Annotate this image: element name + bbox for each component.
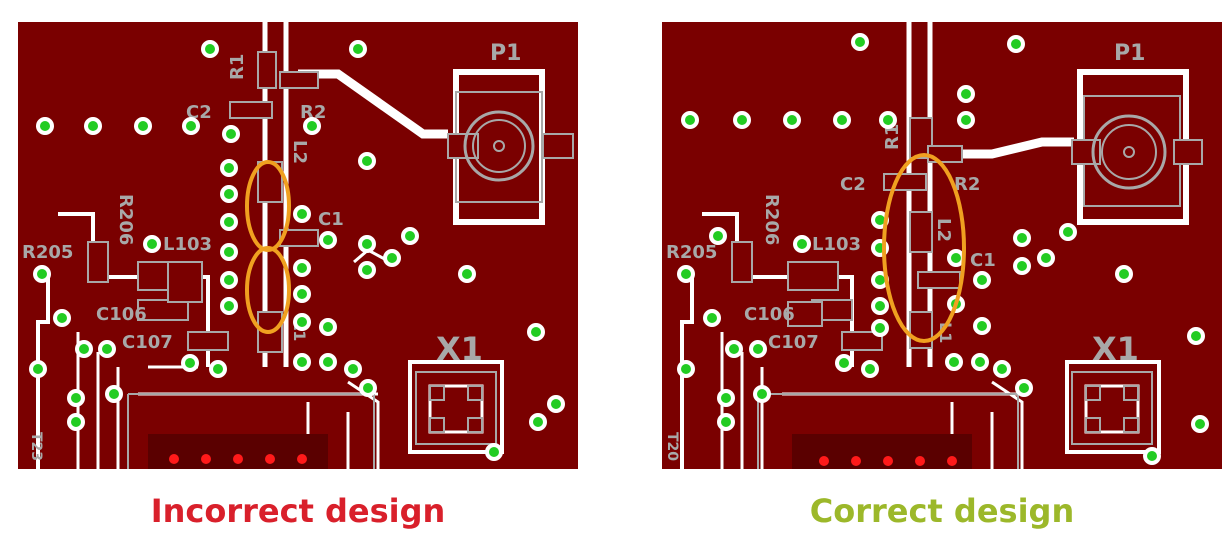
ic-outline [127, 393, 375, 469]
vias [677, 33, 1209, 465]
red-pads [819, 456, 957, 466]
p1-connector [447, 69, 574, 225]
label-c1: C1 [970, 250, 996, 271]
label-l2: L2 [933, 218, 954, 242]
pcb-panel-incorrect: P1 R1 R2 C2 L2 C1 R206 R205 L103 C106 C1… [18, 22, 578, 469]
label-l2: L2 [289, 140, 310, 164]
ic-outline [757, 393, 1019, 469]
label-r1: R1 [882, 124, 903, 150]
label-c1: C1 [318, 209, 344, 230]
highlight-ellipse [882, 153, 966, 343]
label-r2: R2 [300, 102, 326, 123]
copper-traces [680, 22, 1161, 469]
label-edge: T23 [28, 432, 44, 461]
label-c107: C107 [122, 332, 173, 353]
x1-crystal [1071, 371, 1153, 445]
caption-correct: Correct design [809, 492, 1075, 530]
label-r206: R206 [115, 194, 136, 245]
pcb-board-incorrect: P1 R1 R2 C2 L2 C1 R206 R205 L103 C106 C1… [18, 22, 578, 469]
label-c106: C106 [744, 304, 795, 325]
label-c106: C106 [96, 304, 147, 325]
highlight-markers [882, 153, 966, 343]
label-l1: L1 [936, 322, 955, 343]
vias [29, 40, 565, 461]
highlight-ellipse-lower [245, 246, 291, 334]
label-p1: P1 [490, 41, 521, 66]
x1-crystal [415, 371, 497, 445]
smd-components [731, 117, 963, 351]
label-r205: R205 [22, 242, 73, 263]
pcb-panel-correct: P1 R1 R2 C2 L2 C1 R206 R205 L103 C106 C1… [662, 22, 1222, 469]
label-c2: C2 [840, 174, 866, 195]
label-r1: R1 [227, 54, 248, 80]
caption-incorrect: Incorrect design [150, 492, 446, 530]
label-r205: R205 [666, 242, 717, 263]
label-x1: X1 [436, 330, 483, 368]
label-r2: R2 [954, 174, 980, 195]
p1-connector [1071, 69, 1203, 225]
highlight-markers [245, 160, 291, 334]
label-r206: R206 [761, 194, 782, 245]
red-pads [169, 454, 307, 464]
label-c107: C107 [768, 332, 819, 353]
label-p1: P1 [1114, 41, 1145, 66]
ic-body [792, 434, 972, 469]
label-x1: X1 [1092, 330, 1139, 368]
label-l103: L103 [812, 234, 861, 255]
pcb-board-correct: P1 R1 R2 C2 L2 C1 R206 R205 L103 C106 C1… [662, 22, 1222, 469]
label-edge: T20 [664, 432, 680, 461]
label-l103: L103 [163, 234, 212, 255]
